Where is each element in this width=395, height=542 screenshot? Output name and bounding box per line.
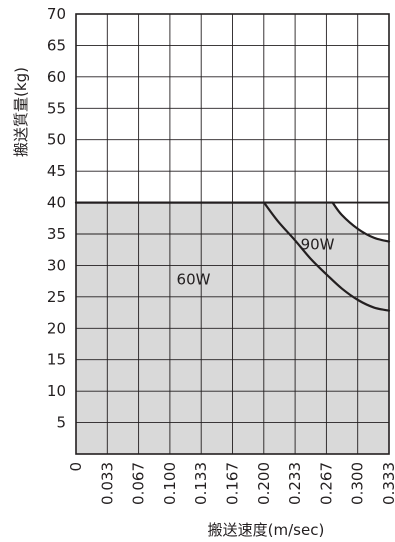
plot-frame [75, 13, 390, 455]
y-tick-label: 50 [47, 131, 66, 149]
x-tick-label: 0.167 [224, 462, 242, 505]
y-tick-label: 45 [47, 162, 66, 180]
plot-frame-layer [75, 13, 390, 455]
y-tick-label: 15 [47, 351, 66, 369]
y-tick-label: 60 [47, 68, 66, 86]
x-tick-label: 0.200 [255, 462, 273, 505]
y-tick-label: 5 [56, 414, 66, 432]
y-tick-label: 35 [47, 225, 66, 243]
series-line-90w [74, 201, 391, 243]
x-tick-label: 0.100 [161, 462, 179, 505]
y-tick-label: 10 [47, 382, 66, 400]
y-tick-label: 40 [47, 194, 66, 212]
x-tick-label: 0.133 [192, 462, 210, 505]
x-axis-title: 搬送速度(m/sec) [208, 521, 325, 539]
y-tick-label: 20 [47, 319, 66, 337]
series-line-60w [74, 201, 391, 312]
y-axis-title: 搬送質量(kg) [12, 67, 30, 157]
x-tick-label: 0.233 [286, 462, 304, 505]
x-tick-label: 0.300 [349, 462, 367, 505]
x-tick-label: 0 [67, 462, 85, 472]
annotation-90w: 90W [301, 236, 335, 254]
annotation-layer: 60W 90W [177, 236, 335, 289]
y-tick-label: 70 [47, 5, 66, 23]
y-tick-label: 65 [47, 36, 66, 54]
x-tick-labels: 0 0.033 0.067 0.100 0.133 0.167 0.200 0.233 0.26… [67, 462, 395, 505]
x-tick-label: 0.067 [130, 462, 148, 505]
y-tick-label: 25 [47, 288, 66, 306]
y-tick-label: 30 [47, 256, 66, 274]
y-tick-label: 55 [47, 99, 66, 117]
y-tick-labels: 5 10 15 20 25 30 35 40 45 50 55 60 65 70 [47, 5, 66, 432]
series-layer [74, 201, 391, 312]
x-tick-label: 0.333 [380, 462, 395, 505]
annotation-60w: 60W [177, 270, 211, 288]
x-tick-label: 0.033 [98, 462, 116, 505]
x-tick-label: 0.267 [317, 462, 335, 505]
